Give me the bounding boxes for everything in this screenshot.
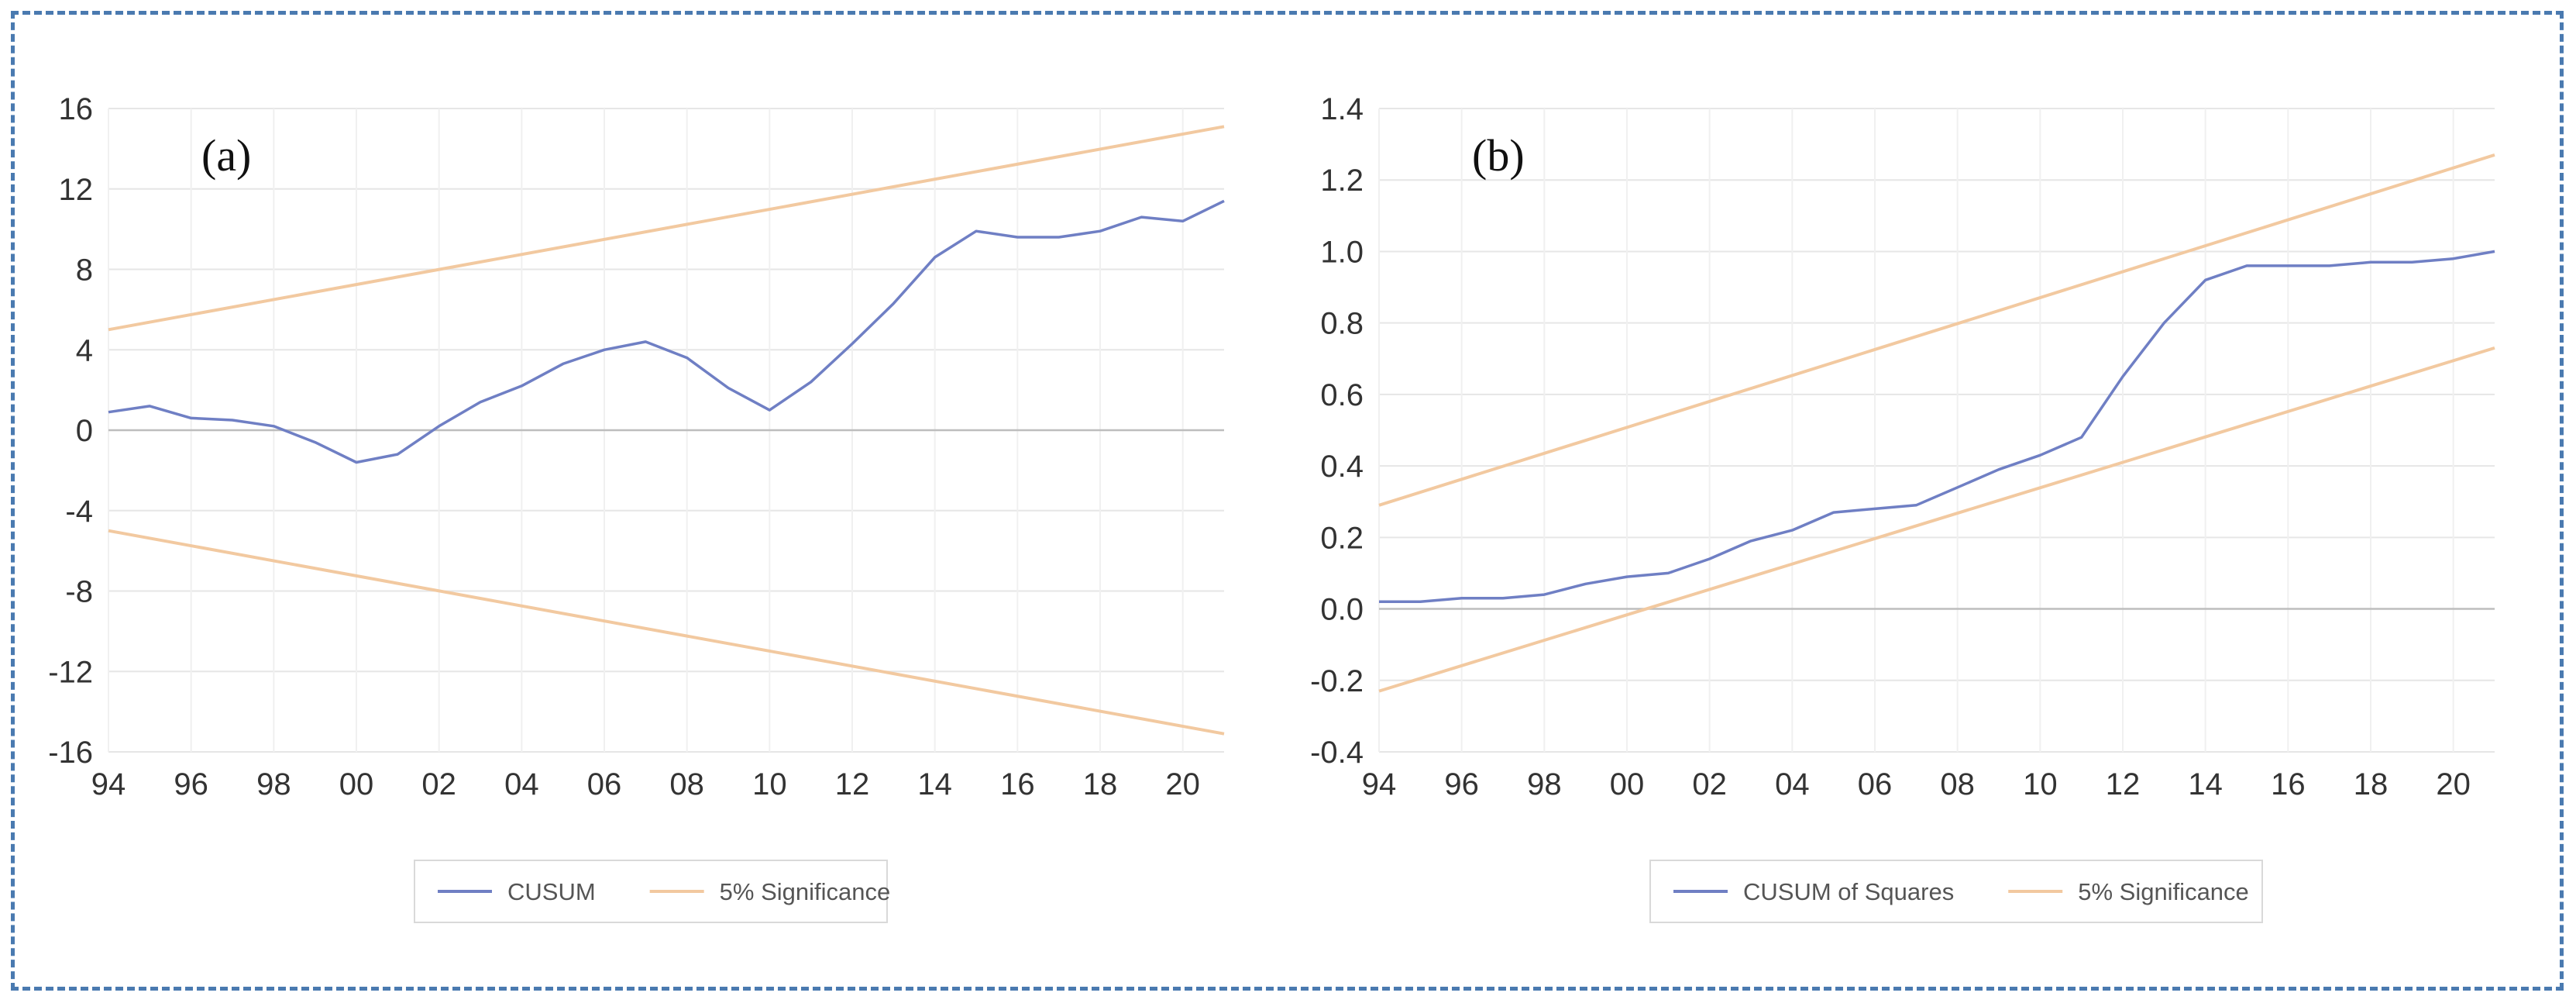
- x-tick-label: 20: [1165, 767, 1200, 801]
- x-tick-label: 04: [504, 767, 539, 801]
- x-tick-label: 14: [917, 767, 952, 801]
- x-tick-label: 98: [256, 767, 291, 801]
- y-tick-label: -0.2: [1310, 664, 1364, 698]
- x-tick-label: 16: [1000, 767, 1035, 801]
- y-tick-label: 0.6: [1320, 378, 1364, 412]
- x-tick-label: 00: [1610, 767, 1645, 801]
- x-tick-label: 00: [339, 767, 374, 801]
- x-tick-label: 02: [1692, 767, 1727, 801]
- significance-bound-line: [1378, 153, 2495, 507]
- y-tick-label: 0: [76, 414, 93, 448]
- legend-label: 5% Significance: [720, 878, 891, 905]
- x-tick-label: 98: [1527, 767, 1562, 801]
- y-tick-label: -12: [48, 655, 93, 689]
- y-tick-label: 0.4: [1320, 450, 1364, 484]
- y-tick-label: 0.8: [1320, 307, 1364, 341]
- x-tick-label: 96: [174, 767, 208, 801]
- x-tick-label: 94: [91, 767, 126, 801]
- y-tick-label: 4: [76, 333, 93, 367]
- significance-bound-line: [108, 529, 1225, 736]
- legend-label: CUSUM: [507, 878, 596, 905]
- x-tick-label: 10: [752, 767, 787, 801]
- x-tick-label: 06: [1858, 767, 1893, 801]
- x-tick-label: 14: [2188, 767, 2223, 801]
- x-tick-label: 10: [2023, 767, 2058, 801]
- x-tick-label: 06: [587, 767, 622, 801]
- y-tick-label: 16: [59, 92, 94, 126]
- y-tick-label: 12: [59, 173, 94, 207]
- legend-label: CUSUM of Squares: [1743, 878, 1954, 905]
- y-tick-label: -16: [48, 736, 93, 770]
- x-tick-label: 20: [2436, 767, 2471, 801]
- cusum-of-squares-chart: 1.4 1.2 1.0 0.8 0.6 0.4 0.2 0.0 -0.2 -0.494 96 98 00…: [1310, 92, 2495, 923]
- x-tick-label: 08: [669, 767, 704, 801]
- y-tick-label: -0.4: [1310, 736, 1364, 770]
- legend: [1649, 860, 2263, 923]
- x-tick-label: 16: [2271, 767, 2306, 801]
- x-tick-label: 04: [1775, 767, 1810, 801]
- x-tick-label: 18: [2354, 767, 2389, 801]
- x-tick-label: 12: [2106, 767, 2141, 801]
- figure-frame: [11, 11, 2564, 991]
- x-tick-label: 94: [1362, 767, 1397, 801]
- x-tick-label: 12: [835, 767, 870, 801]
- y-tick-label: 1.4: [1320, 92, 1364, 126]
- legend-label: 5% Significance: [2078, 878, 2249, 905]
- significance-bound-line: [1378, 346, 2495, 693]
- cusum-chart-panel: 16 12 8 4 0 -4 -8 -12 -16 94 96 98 00 02 04 06 08 10 12 14 1…: [46, 70, 1255, 938]
- x-tick-label: 02: [421, 767, 456, 801]
- x-tick-label: 08: [1940, 767, 1975, 801]
- x-tick-label: 96: [1444, 767, 1479, 801]
- x-tick-label: 18: [1083, 767, 1118, 801]
- y-tick-label: 1.2: [1320, 164, 1364, 198]
- y-tick-label: 0.2: [1320, 521, 1364, 555]
- panel-label: (b): [1472, 130, 1525, 181]
- y-tick-label: 1.0: [1320, 235, 1364, 269]
- y-tick-label: -4: [65, 495, 93, 529]
- cusum-of-squares-chart-panel: 1.4 1.2 1.0 0.8 0.6 0.4 0.2 0.0 -0.2 -0.4 94 96 98 00…: [1310, 70, 2526, 938]
- y-tick-label: -8: [65, 575, 93, 609]
- cusum-series-line: [1379, 250, 2495, 604]
- cusum-series-line: [108, 199, 1225, 464]
- significance-bound-line: [108, 125, 1225, 332]
- y-tick-label: 8: [76, 253, 93, 288]
- panel-label: (a): [201, 130, 251, 181]
- y-tick-label: 0.0: [1320, 593, 1364, 627]
